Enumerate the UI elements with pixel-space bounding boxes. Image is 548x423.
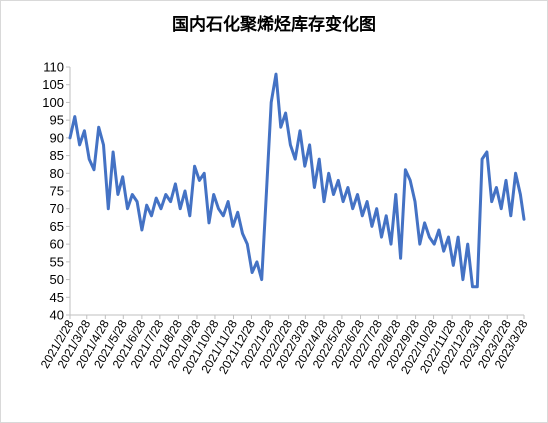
y-tick-label: 55 <box>50 254 64 269</box>
y-tick-label: 40 <box>50 308 64 323</box>
y-tick-label: 95 <box>50 113 64 128</box>
y-tick-label: 80 <box>50 166 64 181</box>
y-tick-label: 85 <box>50 148 64 163</box>
chart-title: 国内石化聚烯烃库存变化图 <box>172 15 376 35</box>
y-tick-label: 70 <box>50 201 64 216</box>
y-tick-label: 65 <box>50 219 64 234</box>
y-tick-label: 110 <box>43 60 64 75</box>
y-tick-label: 50 <box>50 272 64 287</box>
y-tick-label: 105 <box>42 77 64 92</box>
y-tick-label: 60 <box>50 237 64 252</box>
series-line <box>68 72 526 289</box>
y-tick-label: 100 <box>42 95 64 110</box>
y-tick-label: 45 <box>50 290 64 305</box>
y-tick-label: 75 <box>50 184 64 199</box>
y-tick-label: 90 <box>50 130 64 145</box>
